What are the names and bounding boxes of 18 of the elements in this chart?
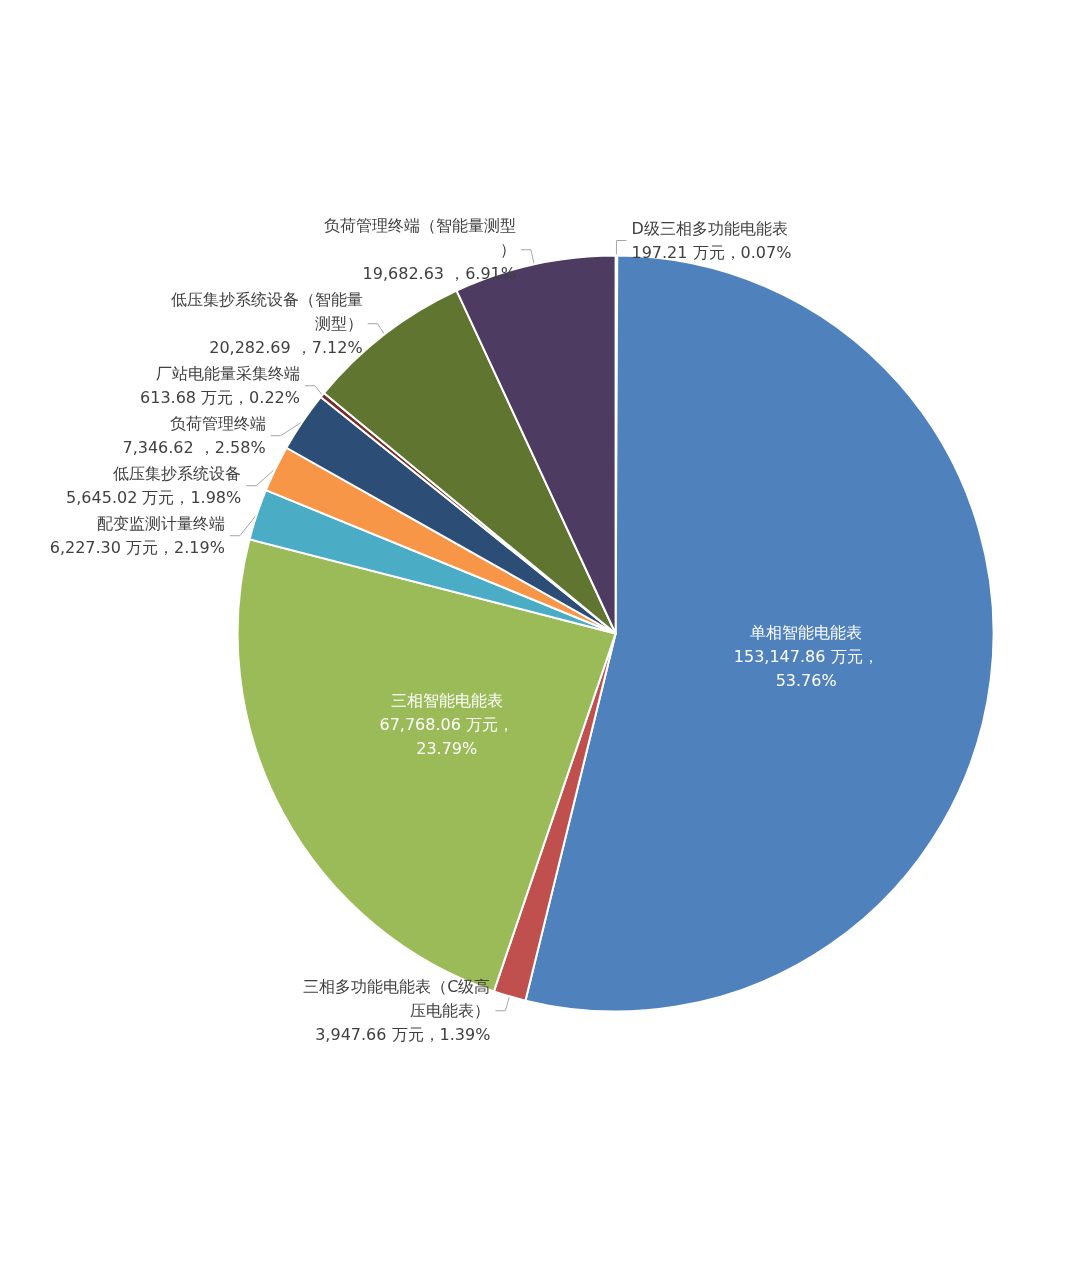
slice-label: 厂站电能量采集终端	[155, 364, 300, 384]
slice-label: 低压集抄系统设备（智能量测型）	[170, 290, 363, 334]
slice-label: 配变监测计量终端	[96, 514, 225, 534]
slice-label: 三相智能电能表	[390, 691, 503, 711]
slice-label: 低压集抄系统设备	[113, 464, 242, 484]
data-label: 5,645.02 万元，1.98%	[66, 488, 242, 508]
data-label: 20,282.69 ，7.12%	[209, 338, 363, 358]
data-label: 3,947.66 万元，1.39%	[315, 1025, 491, 1045]
slice-label: 负荷管理终端（智能量测型）	[323, 216, 516, 260]
data-label: 197.21 万元，0.07%	[631, 243, 792, 262]
data-label: 613.68 万元，0.22%	[140, 388, 300, 408]
slice-label: D级三相多功能电能表	[631, 219, 788, 238]
data-label: 6,227.30 万元，2.19%	[49, 538, 225, 558]
data-label: 153,147.86 万元，53.76%	[733, 647, 879, 691]
data-label: 7,346.62 ，2.58%	[122, 438, 266, 458]
data-label: 67,768.06 万元，23.79%	[379, 715, 514, 759]
slice-label: 负荷管理终端	[169, 414, 266, 434]
slice-label: 单相智能电能表	[750, 623, 863, 643]
